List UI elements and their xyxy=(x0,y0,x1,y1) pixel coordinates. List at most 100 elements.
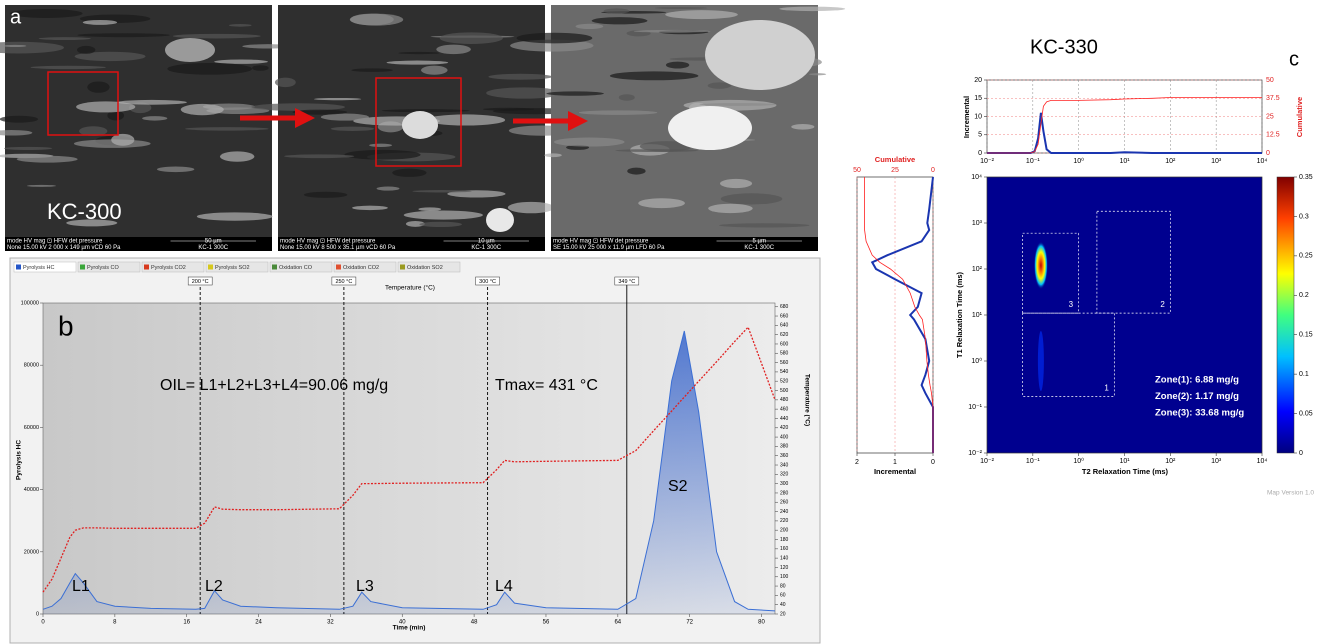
y2-axis-title: Temperature (°C) xyxy=(803,374,811,426)
y2-tick-label: 480 xyxy=(780,397,789,403)
y-axis-title: Pyrolysis HC xyxy=(16,440,23,480)
sem-texture xyxy=(292,110,347,115)
sem-texture xyxy=(544,153,561,157)
marker-label: 200 °C xyxy=(192,279,209,285)
sem-texture xyxy=(719,223,809,227)
y2-tick-label: 460 xyxy=(780,406,789,412)
y-tick-label: 80000 xyxy=(24,363,39,369)
sem-texture xyxy=(666,62,689,69)
sem-texture xyxy=(576,24,604,29)
y-tick-label: 10 xyxy=(974,113,982,120)
sem-particle xyxy=(165,38,215,62)
sem-texture xyxy=(314,98,361,100)
x-tick-label: 80 xyxy=(758,620,765,626)
colorbar-tick-label: 0.35 xyxy=(1299,174,1313,181)
sem-texture xyxy=(4,45,27,47)
sem-texture xyxy=(721,193,783,204)
sem-texture xyxy=(167,63,252,75)
y2-tick-label: 620 xyxy=(780,332,789,338)
figure: mode HV mag ⊡ HFW det pressureNone 15.00… xyxy=(0,0,1322,644)
sample-id: KC-1 300C xyxy=(744,245,774,251)
x-tick-label: 10³ xyxy=(1211,458,1222,465)
sem-texture xyxy=(699,103,776,106)
annotation: L4 xyxy=(495,578,513,595)
info-header: mode HV mag ⊡ HFW det pressure xyxy=(280,239,376,245)
y-tick-label: 10⁻² xyxy=(968,450,982,457)
colorbar-tick-label: 0.2 xyxy=(1299,292,1309,299)
sem-texture xyxy=(252,65,269,71)
y-tick-label: 10³ xyxy=(972,220,983,227)
sem-texture xyxy=(546,91,604,95)
sem-texture xyxy=(142,116,167,120)
tab-swatch xyxy=(272,265,277,270)
colorbar-tick-label: 0 xyxy=(1299,450,1303,457)
y-tick-label: 0 xyxy=(36,611,39,617)
sem-texture xyxy=(508,202,555,213)
sem-texture xyxy=(76,101,135,112)
y-tick-label: 40000 xyxy=(24,487,39,493)
x-tick-label: 10⁰ xyxy=(1073,157,1084,165)
x-tick-label: 16 xyxy=(183,620,190,626)
sem-texture xyxy=(197,212,273,220)
sem-texture xyxy=(77,33,169,37)
sem-texture xyxy=(30,66,105,69)
sem-texture xyxy=(321,114,369,121)
y2-tick-label: 140 xyxy=(780,555,789,561)
panel-label: c xyxy=(1289,48,1299,70)
sem-texture xyxy=(412,190,471,193)
x-tick-label: 10⁴ xyxy=(1257,158,1268,165)
x-tick-label: 10¹ xyxy=(1119,158,1130,165)
sem-texture xyxy=(708,204,753,213)
x-tick-label: 56 xyxy=(543,620,550,626)
sem-particle xyxy=(668,106,752,150)
tab-label: Pyrolysis CO2 xyxy=(151,265,186,271)
tab-swatch xyxy=(144,265,149,270)
colorbar-tick-label: 0.25 xyxy=(1299,253,1313,260)
sem-texture xyxy=(39,37,91,40)
sample-id: KC-1 300C xyxy=(471,245,501,251)
chart-title: KC-330 xyxy=(1030,36,1098,58)
sem-texture xyxy=(387,61,449,65)
sem-texture xyxy=(284,154,354,158)
y2-tick-label: 120 xyxy=(780,565,789,571)
sem-texture xyxy=(392,169,426,177)
zone-label: 2 xyxy=(1160,300,1165,309)
y-tick-label: 15 xyxy=(974,95,982,102)
sem-texture xyxy=(604,8,630,13)
x-tick-label: 0 xyxy=(931,459,935,466)
colorbar-tick-label: 0.15 xyxy=(1299,332,1313,339)
y2-tick-label: 520 xyxy=(780,379,789,385)
sem-texture xyxy=(440,32,503,44)
sem-texture xyxy=(251,103,345,111)
tab-swatch xyxy=(336,265,341,270)
y2-tick-label: 400 xyxy=(780,434,789,440)
sem-texture xyxy=(214,60,268,64)
x-axis-title: T2 Relaxation Time (ms) xyxy=(1082,467,1169,476)
annotation: S2 xyxy=(668,478,688,495)
y2-tick-label: 360 xyxy=(780,453,789,459)
y2-tick-label: 20 xyxy=(780,611,786,617)
sem-particle xyxy=(486,208,514,232)
x2-axis-title: Cumulative xyxy=(875,155,915,164)
panel-label: b xyxy=(58,310,74,341)
tab-swatch xyxy=(16,265,21,270)
y2-tick-label: 40 xyxy=(780,602,786,608)
x-tick-label: 72 xyxy=(686,620,693,626)
tab-label: Oxidation CO xyxy=(279,265,313,271)
annotation: L3 xyxy=(356,578,374,595)
sem-texture xyxy=(779,7,845,11)
y2-tick-label: 100 xyxy=(780,574,789,580)
y2-tick-label: 240 xyxy=(780,509,789,515)
footer: Map Version 1.0 xyxy=(1267,490,1314,497)
y2-tick-label: 280 xyxy=(780,490,789,496)
annotation: L2 xyxy=(205,578,223,595)
colorbar-tick-label: 0.05 xyxy=(1299,410,1313,417)
y2-tick-label: 25 xyxy=(1266,113,1274,120)
info-header: mode HV mag ⊡ HFW det pressure xyxy=(553,239,649,245)
sem-texture xyxy=(488,74,552,80)
marker-label: 300 °C xyxy=(479,279,496,285)
top-axis-title: Temperature (°C) xyxy=(385,284,435,292)
x-tick-label: 48 xyxy=(471,620,478,626)
sem-texture xyxy=(382,109,470,112)
y-tick-label: 0 xyxy=(978,150,982,157)
